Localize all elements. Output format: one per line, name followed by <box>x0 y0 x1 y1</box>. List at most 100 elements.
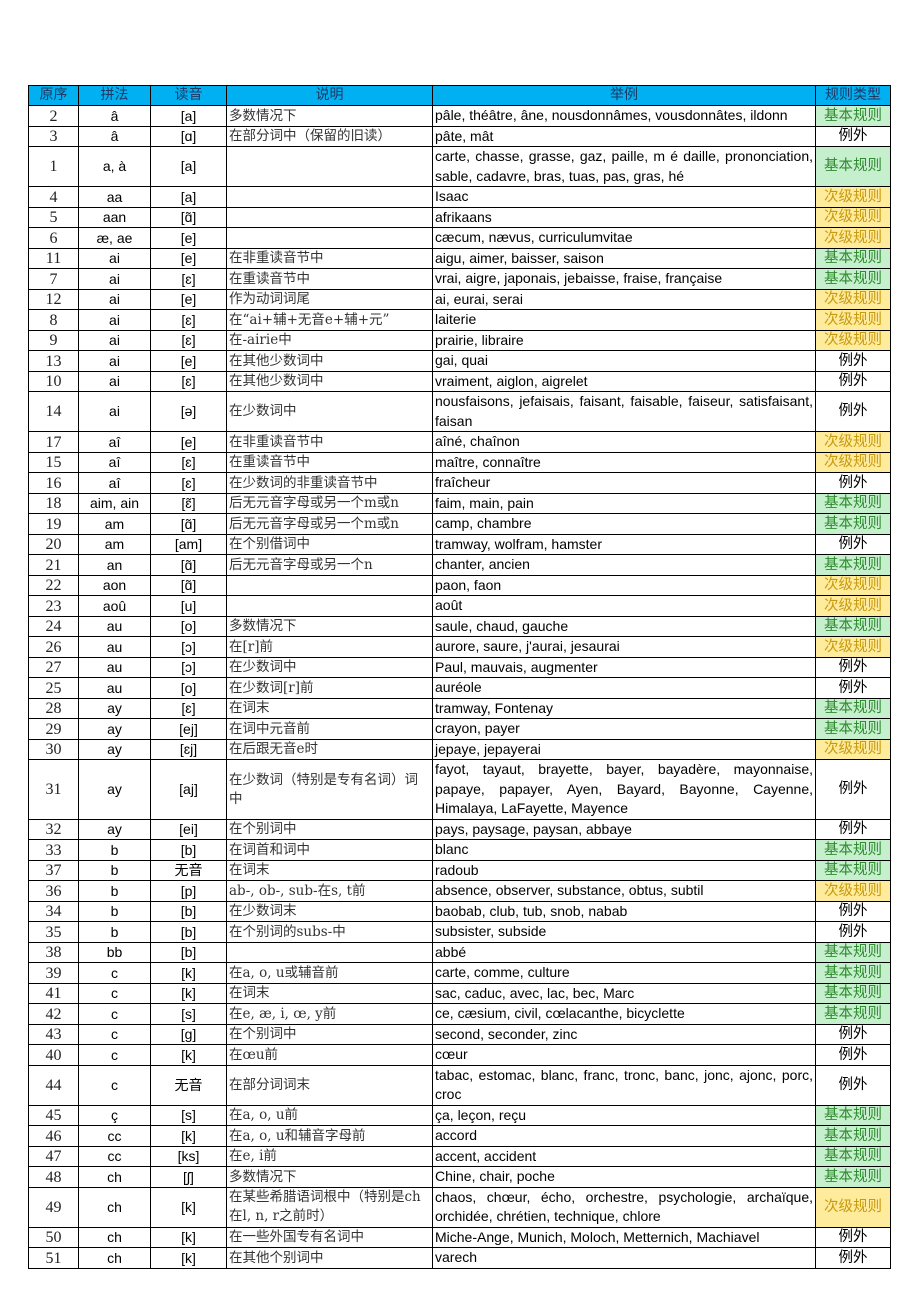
rule-type-badge: 次级规则 <box>815 186 891 208</box>
order-cell: 8 <box>28 309 79 331</box>
table-row: 16 aî [ɛ] 在少数词的非重读音节中 fraîcheur 例外 <box>28 472 891 494</box>
examples-cell: Miche-Ange, Munich, Moloch, Metternich, … <box>432 1226 816 1249</box>
spelling-cell: aon <box>78 574 151 597</box>
examples-cell: ai, eurai, serai <box>432 288 816 311</box>
spelling-cell: cc <box>78 1145 151 1168</box>
rule-type-badge: 基本规则 <box>815 268 891 290</box>
pronunciation-cell: [b] <box>150 921 227 943</box>
table-row: 50 ch [k] 在一些外国专有名词中 Miche-Ange, Munich, Mol… <box>28 1226 891 1249</box>
pronunciation-cell: [ks] <box>150 1145 227 1168</box>
examples-cell: subsister, subside <box>432 921 816 943</box>
pronunciation-cell: [e] <box>150 288 227 311</box>
order-cell: 48 <box>28 1166 79 1188</box>
pronunciation-cell: [ɛ] <box>150 329 227 352</box>
pronunciation-cell: [k] <box>150 1044 227 1066</box>
order-cell: 50 <box>28 1226 79 1249</box>
examples-cell: ce, cæsium, civil, cœlacanthe, bicyclett… <box>432 1003 816 1025</box>
rule-type-badge: 基本规则 <box>815 1125 891 1147</box>
spelling-cell: aî <box>78 431 151 453</box>
pronunciation-cell: [ɛ] <box>150 451 227 474</box>
pronunciation-cell: [p] <box>150 880 227 902</box>
spelling-cell: â <box>78 125 151 148</box>
order-cell: 15 <box>28 451 79 474</box>
pronunciation-cell: [e] <box>150 247 227 270</box>
examples-cell: aîné, chaînon <box>432 431 816 453</box>
rule-type-badge: 基本规则 <box>815 839 891 861</box>
rule-type-badge: 基本规则 <box>815 615 891 638</box>
pronunciation-cell: [g] <box>150 1023 227 1046</box>
order-cell: 45 <box>28 1104 79 1127</box>
order-cell: 2 <box>28 105 79 127</box>
pronunciation-cell: [k] <box>150 1186 227 1228</box>
table-row: 38 bb [b] abbé 基本规则 <box>28 941 891 964</box>
order-cell: 28 <box>28 697 79 720</box>
examples-cell: blanc <box>432 839 816 861</box>
examples-cell: paon, faon <box>432 574 816 597</box>
table-row: 47 cc [ks] 在e, i前 accent, accident 基本规则 <box>28 1145 891 1168</box>
description-cell: 在少数词的非重读音节中 <box>226 472 433 494</box>
rule-type-badge: 基本规则 <box>815 718 891 740</box>
description-cell: 在后跟无音e时 <box>226 738 433 761</box>
table-row: 27 au [ɔ] 在少数词中 Paul, mauvais, augmenter 例外 <box>28 656 891 679</box>
description-cell <box>226 227 433 249</box>
rule-type-badge: 次级规则 <box>815 738 891 761</box>
header-rule-type: 规则类型 <box>815 84 891 107</box>
examples-cell: maître, connaître <box>432 451 816 474</box>
order-cell: 47 <box>28 1145 79 1168</box>
examples-cell: pâle, théâtre, âne, nousdonnâmes, vousdo… <box>432 105 816 127</box>
rule-type-badge: 例外 <box>815 1044 891 1066</box>
pronunciation-cell: [s] <box>150 1104 227 1127</box>
description-cell: 在重读音节中 <box>226 451 433 474</box>
order-cell: 33 <box>28 839 79 861</box>
spelling-cell: aa <box>78 186 151 208</box>
description-cell: 在重读音节中 <box>226 268 433 290</box>
examples-cell: auréole <box>432 677 816 699</box>
header-examples: 举例 <box>432 84 816 107</box>
pronunciation-cell: [ɛ] <box>150 697 227 720</box>
description-cell: 在“ai+辅+无音e+辅+元” <box>226 309 433 331</box>
description-cell: 在个别词的subs-中 <box>226 921 433 943</box>
rule-type-badge: 例外 <box>815 391 891 433</box>
examples-cell: accent, accident <box>432 1145 816 1168</box>
description-cell: 在词末 <box>226 859 433 882</box>
description-cell: 多数情况下 <box>226 615 433 638</box>
spelling-cell: au <box>78 656 151 679</box>
spelling-cell: ai <box>78 329 151 352</box>
order-cell: 40 <box>28 1044 79 1066</box>
description-cell: 在部分词词末 <box>226 1064 433 1106</box>
header-row: 原序 拼法 读音 说明 举例 规则类型 <box>28 84 891 107</box>
spelling-cell: ai <box>78 370 151 393</box>
table-row: 18 aim, ain [ɛ̃] 后无元音字母或另一个m或n faim, main, p… <box>28 492 891 515</box>
rule-type-badge: 次级规则 <box>815 329 891 352</box>
examples-cell: carte, comme, culture <box>432 962 816 984</box>
pronunciation-cell: [ɑ̃] <box>150 513 227 535</box>
description-cell: 在一些外国专有名词中 <box>226 1226 433 1249</box>
rule-type-badge: 例外 <box>815 472 891 494</box>
table-row: 6 æ, ae [e] cæcum, nævus, curriculumvitae 次级… <box>28 227 891 249</box>
pronunciation-cell: [o] <box>150 615 227 638</box>
examples-cell: saule, chaud, gauche <box>432 615 816 638</box>
description-cell: 在e, i前 <box>226 1145 433 1168</box>
table-row: 2 â [a] 多数情况下 pâle, théâtre, âne, nousdonnâm… <box>28 105 891 127</box>
rule-type-badge: 基本规则 <box>815 247 891 270</box>
spelling-cell: b <box>78 839 151 861</box>
spelling-cell: ay <box>78 738 151 761</box>
spelling-cell: b <box>78 900 151 923</box>
description-cell: 后无元音字母或另一个m或n <box>226 513 433 535</box>
rule-type-badge: 次级规则 <box>815 636 891 658</box>
order-cell: 36 <box>28 880 79 902</box>
order-cell: 26 <box>28 636 79 658</box>
order-cell: 51 <box>28 1247 79 1269</box>
order-cell: 6 <box>28 227 79 249</box>
table-row: 35 b [b] 在个别词的subs-中 subsister, subside 例外 <box>28 921 891 943</box>
spelling-cell: aoû <box>78 595 151 617</box>
description-cell: 后无元音字母或另一个m或n <box>226 492 433 515</box>
table-row: 23 aoû [u] août 次级规则 <box>28 595 891 617</box>
pronunciation-cell: [ɛ] <box>150 309 227 331</box>
examples-cell: jepaye, jepayerai <box>432 738 816 761</box>
table-row: 1 a, à [a] carte, chasse, grasse, gaz, pail… <box>28 146 891 188</box>
order-cell: 37 <box>28 859 79 882</box>
pronunciation-cell: [ɔ] <box>150 636 227 658</box>
header-spelling: 拼法 <box>78 84 151 107</box>
table-row: 15 aî [ɛ] 在重读音节中 maître, connaître 次级规则 <box>28 451 891 474</box>
